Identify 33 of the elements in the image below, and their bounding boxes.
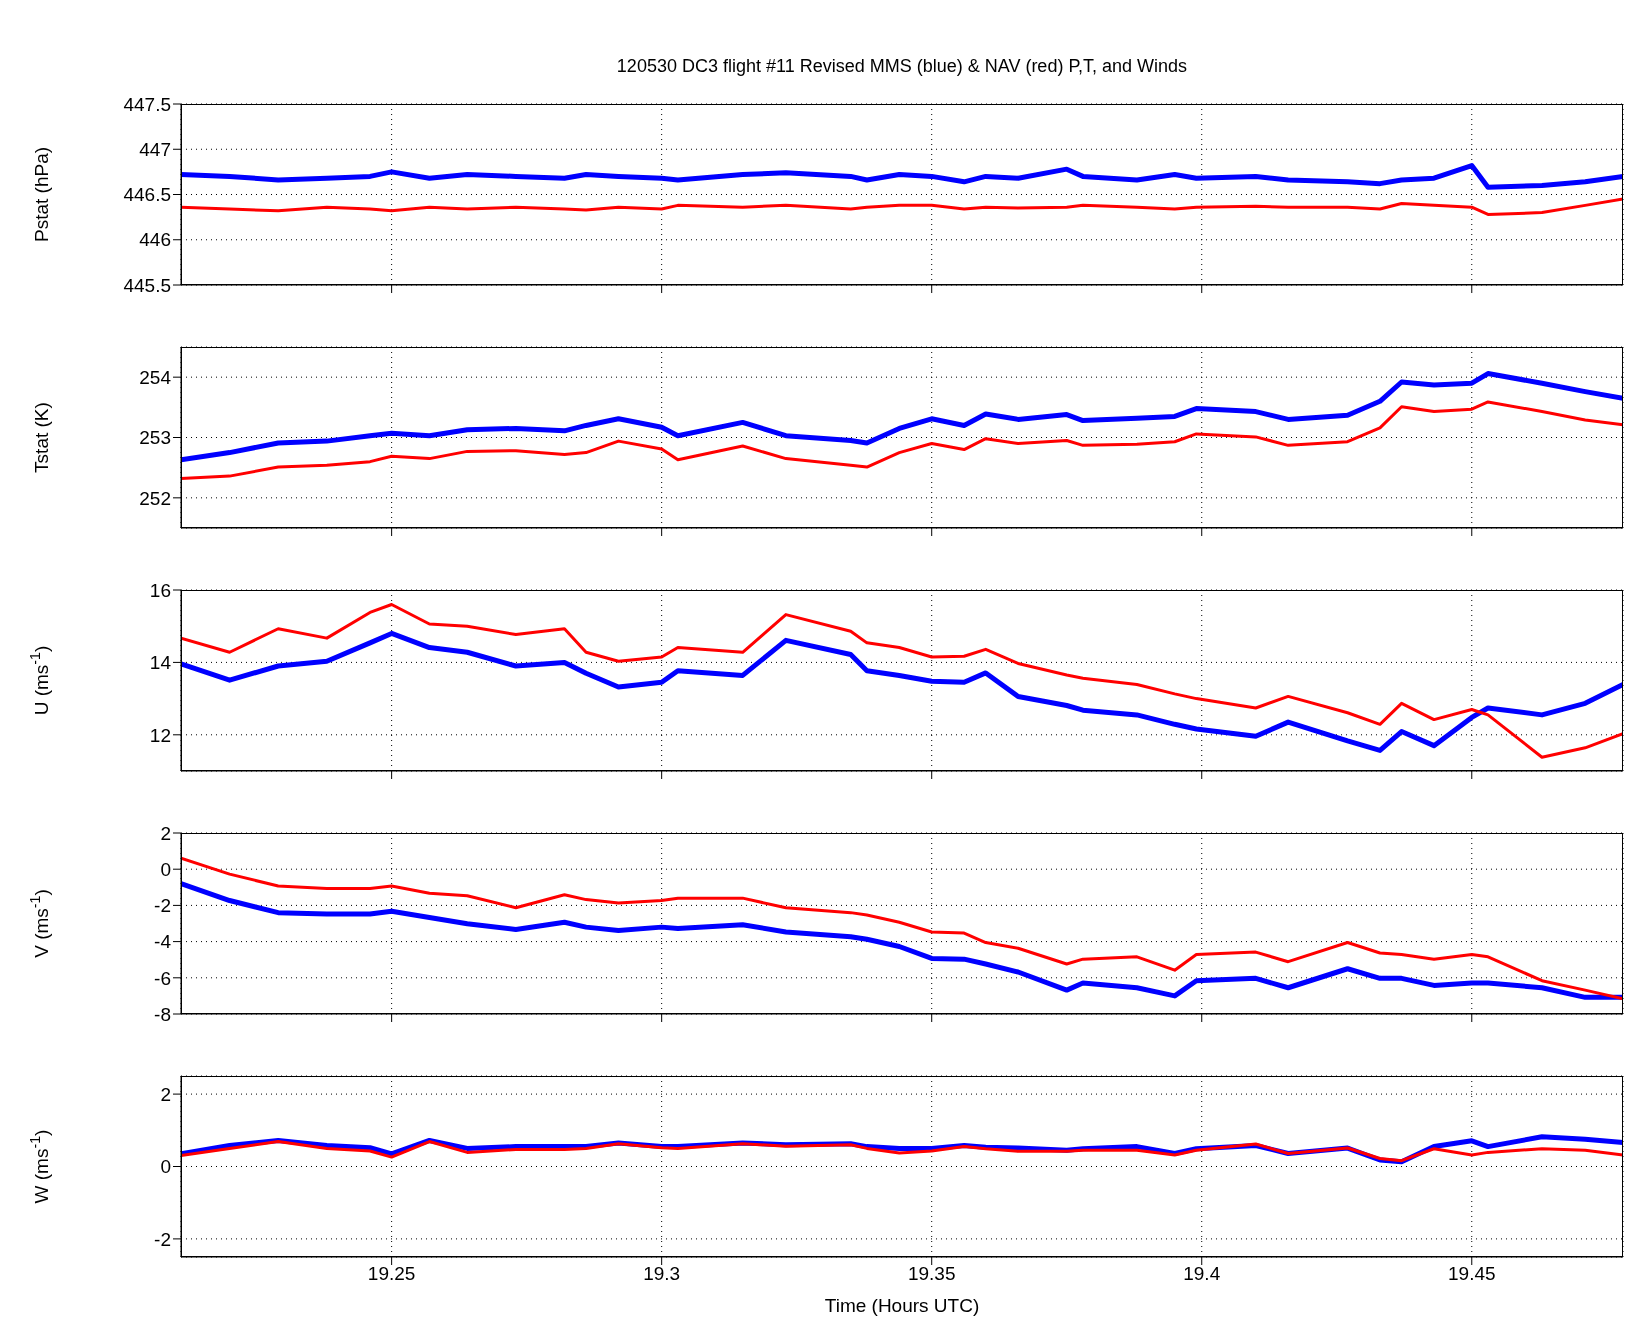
y-tick-label: 0	[160, 1156, 171, 1178]
y-tick-label: -8	[154, 1003, 171, 1025]
y-axis-title: Tstat (K)	[31, 402, 52, 473]
y-axis-title: Pstat (hPa)	[31, 146, 52, 243]
y-tick-label: 2	[160, 822, 171, 844]
line-series	[181, 400, 1623, 481]
line-series	[181, 1140, 1623, 1163]
y-tick-label: -2	[154, 1228, 171, 1250]
y-tick-label: 447	[139, 138, 171, 160]
x-tick-label: 19.4	[1183, 1263, 1221, 1285]
y-tick-label: 447.5	[123, 93, 171, 115]
x-tick-label: 19.35	[907, 1263, 956, 1285]
y-tick-label: -2	[154, 895, 171, 917]
x-tick-label: 19.3	[643, 1263, 681, 1285]
y-tick-label: 446	[139, 229, 171, 251]
y-tick-label: 12	[149, 724, 171, 746]
x-tick-label: 19.25	[367, 1263, 416, 1285]
y-tick-label: -6	[154, 967, 171, 989]
y-tick-label: 446.5	[123, 184, 171, 206]
y-tick-label: -4	[154, 931, 172, 953]
x-tick-label: 19.45	[1448, 1263, 1496, 1285]
y-tick-label: 16	[149, 579, 171, 601]
y-tick-label: 254	[139, 366, 172, 388]
y-tick-label: 445.5	[123, 274, 171, 296]
line-series	[181, 856, 1623, 1001]
chart-title: 120530 DC3 flight #11 Revised MMS (blue) & NAV (red) P,T, and Winds	[615, 56, 1189, 77]
y-tick-label: 14	[149, 652, 172, 674]
y-tick-label: 252	[139, 487, 171, 509]
y-tick-label: 0	[160, 858, 171, 880]
y-tick-label: 253	[139, 427, 171, 449]
line-series	[181, 197, 1623, 216]
x-axis-title: Time (Hours UTC)	[824, 1295, 980, 1316]
y-tick-label: 2	[160, 1083, 171, 1105]
